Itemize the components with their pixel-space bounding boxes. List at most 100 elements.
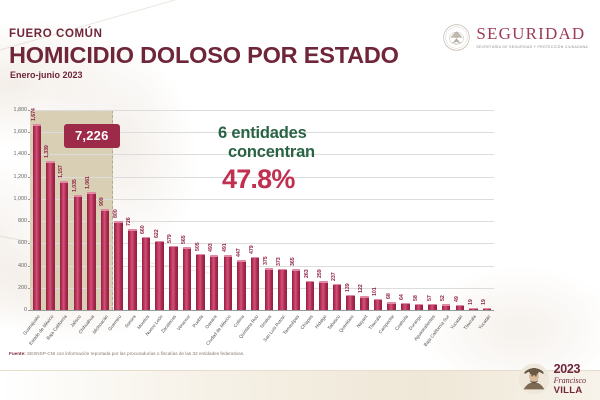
x-axis-category-label: Sonora [123, 314, 137, 329]
bar-top-highlight [401, 302, 410, 305]
bar-top-highlight [332, 283, 342, 286]
bar[interactable]: 52 [440, 296, 451, 310]
bar[interactable]: 1,339 [44, 145, 55, 310]
bar[interactable]: 64 [399, 294, 410, 310]
axis-baseline [30, 310, 494, 311]
bar-top-highlight [319, 281, 328, 283]
bar[interactable]: 800 [113, 210, 123, 310]
bar-value-label: 1,339 [44, 145, 51, 159]
bar-value-label: 660 [139, 225, 146, 234]
bar[interactable]: 909 [99, 197, 110, 310]
bar[interactable]: 565 [181, 236, 192, 310]
bar-value-label: 58 [412, 294, 419, 301]
annotation-line-2: concentran [228, 143, 315, 162]
total-callout-badge: 7,226 [64, 124, 120, 148]
bar-top-highlight [305, 280, 314, 283]
bar-top-highlight [360, 296, 369, 299]
bar-top-highlight [428, 303, 437, 306]
bar-value-label: 259 [317, 269, 324, 279]
y-axis-tick-mark [27, 176, 30, 178]
bar[interactable]: 479 [249, 245, 260, 310]
bar[interactable]: 493 [208, 244, 219, 310]
y-axis-tick-mark [27, 310, 30, 311]
bar[interactable]: 505 [195, 242, 205, 310]
bar[interactable]: 1,674 [31, 108, 42, 310]
bar-value-label: 52 [440, 295, 447, 302]
gridline [30, 265, 494, 267]
bar-top-highlight [278, 268, 287, 271]
bar-top-highlight [59, 181, 69, 184]
bar-value-label: 1,035 [71, 179, 78, 192]
villa-name-line-2: VILLA [553, 384, 583, 396]
bar[interactable]: 58 [413, 295, 424, 310]
villa-lockup: 2023 Francisco VILLA [518, 363, 586, 395]
bar[interactable]: 491 [222, 244, 233, 310]
bar-top-highlight [196, 253, 205, 256]
bar-value-label: 447 [235, 248, 242, 258]
bar[interactable]: 660 [140, 225, 151, 310]
bar-value-label: 1,674 [30, 108, 37, 121]
y-axis-tick-mark [27, 110, 30, 111]
bar[interactable]: 373 [276, 257, 287, 310]
y-axis-tick-mark [27, 243, 30, 245]
bar[interactable]: 122 [358, 285, 369, 310]
y-axis-tick-label: 800 [18, 218, 27, 225]
bar[interactable]: 57 [427, 295, 437, 310]
bar-value-label: 373 [276, 257, 283, 266]
y-axis-tick-mark [27, 287, 30, 289]
footer-divider [0, 370, 600, 371]
gridline [30, 154, 494, 156]
annotation-block: 6 entidades concentran 47.8% [218, 124, 315, 193]
bar-value-label: 139 [344, 283, 351, 292]
bar[interactable]: 259 [317, 270, 328, 310]
bar-value-label: 263 [303, 269, 310, 278]
bar-top-highlight [223, 255, 233, 258]
gridline [30, 198, 494, 200]
bar-top-highlight [210, 255, 219, 257]
government-lockup: SEGURIDAD SECRETARÍA DE SEGURIDAD Y PROT… [443, 24, 588, 51]
bar-value-label: 1,061 [85, 176, 92, 190]
x-axis-category-label: Yucatán [449, 314, 464, 331]
bar[interactable]: 49 [454, 296, 465, 310]
bar[interactable]: 237 [331, 272, 342, 310]
bar-value-label: 237 [331, 272, 338, 281]
bar-top-highlight [87, 192, 96, 194]
bar[interactable]: 579 [167, 234, 178, 310]
bar[interactable]: 1,035 [72, 179, 82, 310]
bar-chart-plot: 0 200 400 600 800 1,000 1,200 1,400 1,600 1,800 1,… [14, 107, 494, 347]
bar-value-label: 101 [371, 287, 378, 296]
x-axis-category-label: Colima [232, 314, 246, 329]
bar[interactable]: 263 [304, 269, 314, 310]
x-axis-category-label: Yucatán [476, 314, 492, 331]
bar[interactable]: 68 [386, 294, 396, 310]
bar[interactable]: 101 [372, 287, 383, 310]
bar[interactable]: 622 [154, 229, 164, 310]
francisco-villa-portrait-icon [518, 363, 549, 395]
bar-top-highlight [387, 302, 396, 305]
bar[interactable]: 139 [345, 283, 355, 310]
x-axis-category-label: Coahuila [394, 314, 410, 332]
bar[interactable]: 19 [468, 299, 478, 310]
bar[interactable]: 19 [481, 299, 492, 310]
bar-top-highlight [169, 245, 178, 248]
bar[interactable]: 365 [290, 258, 301, 310]
bar[interactable]: 1,061 [85, 176, 96, 310]
bar-value-label: 1,157 [58, 165, 65, 179]
bar-value-label: 505 [194, 242, 201, 251]
bar-value-label: 579 [167, 234, 174, 243]
bar-top-highlight [455, 304, 465, 307]
bar-top-highlight [155, 240, 164, 243]
x-axis-category-label: Jalisco [69, 314, 82, 329]
bar[interactable]: 447 [236, 249, 246, 310]
bar-top-highlight [482, 307, 492, 310]
header-subtitle: Enero-junio 2023 [10, 70, 83, 80]
x-axis-category-label: Veracruz [175, 314, 191, 332]
y-axis-tick-label: 600 [18, 240, 27, 247]
y-axis-tick-label: 0 [24, 307, 27, 313]
source-text: SESNSP-CNI con información reportada por… [27, 351, 245, 356]
bar[interactable]: 375 [263, 257, 274, 310]
bar-top-highlight [100, 209, 110, 211]
bar[interactable]: 726 [126, 218, 137, 310]
bar[interactable]: 1,157 [58, 166, 69, 310]
